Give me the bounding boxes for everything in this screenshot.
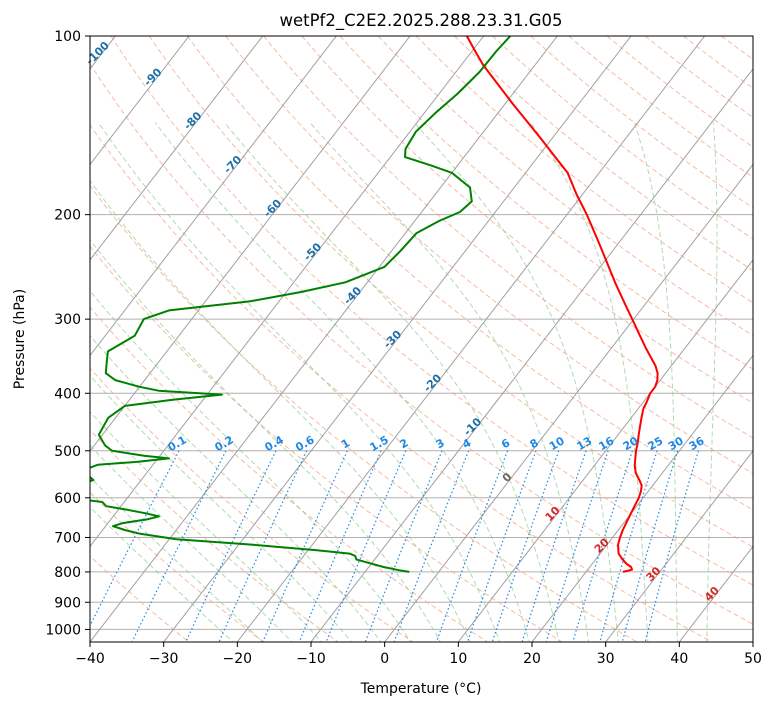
isotherm-line [531, 354, 753, 642]
dewpoint-profile-line [90, 36, 512, 573]
x-tick-label: 0 [380, 651, 389, 667]
mixing-ratio-line [491, 450, 560, 642]
isotherm-line [90, 36, 411, 452]
moist-adiabat-line [90, 506, 234, 642]
moist-adiabat-line [633, 122, 678, 642]
moist-adiabat-line [224, 122, 560, 642]
y-axis-title: Pressure (hPa) [12, 289, 28, 389]
mixing-ratio-line [131, 450, 227, 642]
x-tick-label: 30 [597, 651, 615, 667]
moist-adiabat-line [309, 122, 590, 642]
plot-frame [89, 35, 754, 643]
x-tick-label: 50 [744, 651, 762, 667]
mixing-ratio-line [545, 450, 609, 642]
isotherm-line [605, 450, 753, 642]
isotherm-line [90, 36, 558, 642]
dry-adiabat-line [225, 36, 753, 475]
x-tick-label: 20 [523, 651, 541, 667]
mixing-ratio-line [262, 450, 348, 642]
moist-adiabat-line [706, 122, 718, 642]
y-tick-label: 800 [54, 565, 81, 581]
x-tick-label: −20 [223, 651, 253, 667]
dry-adiabat-line [90, 491, 265, 642]
y-tick-label: 600 [54, 491, 81, 507]
x-tick-label: 40 [670, 651, 688, 667]
isotherm-line [90, 36, 264, 261]
mixing-ratio-line [644, 450, 699, 642]
dry-adiabat-line [90, 62, 753, 625]
dry-adiabat-line [110, 36, 753, 586]
y-tick-label: 900 [54, 595, 81, 611]
y-tick-label: 400 [54, 386, 81, 402]
moist-adiabat-line [98, 122, 501, 642]
mixing-ratio-line [90, 450, 180, 627]
mixing-ratio-line [599, 450, 658, 642]
dry-adiabat-line [90, 184, 639, 642]
isotherm-line [384, 163, 753, 642]
moist-adiabat-line [90, 411, 323, 642]
moist-adiabat-line [90, 290, 412, 642]
moist-adiabat-line [90, 239, 441, 642]
x-axis-ticks: −40 −30 −20 −10 0 10 20 30 40 50 [75, 642, 762, 667]
isotherm-line [90, 36, 485, 548]
dry-adiabat-line [90, 367, 414, 642]
y-axis-ticks: 100 200 300 400 500 600 700 800 900 1000 [45, 29, 90, 638]
dry-adiabat-line [148, 36, 753, 548]
temperature-profile-line [465, 36, 659, 573]
isotherm-line [310, 68, 753, 642]
mixing-ratio-line [521, 450, 587, 642]
moist-adiabat-line [90, 334, 382, 642]
x-tick-label: −10 [296, 651, 326, 667]
chart-title: wetPf2_C2E2.2025.288.23.31.G05 [279, 11, 562, 31]
y-tick-label: 300 [54, 312, 81, 328]
mixing-ratio-lines [90, 450, 699, 642]
moist-adiabat-line [90, 444, 293, 642]
dry-adiabat-line [90, 245, 564, 642]
x-tick-label: −40 [75, 651, 105, 667]
moist-adiabat-line [90, 179, 471, 642]
isotherm-line [90, 36, 190, 166]
y-tick-label: 500 [54, 444, 81, 460]
isotherm-line [236, 36, 706, 642]
isotherm-line [752, 641, 753, 642]
dry-adiabat-line [263, 36, 753, 439]
sounding-profiles [90, 36, 659, 573]
moist-adiabat-line [90, 476, 264, 642]
dry-adiabat-line [760, 36, 775, 644]
x-tick-label: −30 [149, 651, 179, 667]
mixing-ratio-line [466, 450, 537, 642]
moist-adiabat-line [413, 122, 619, 642]
dry-adiabat-line [90, 124, 713, 642]
dry-adiabat-line [90, 306, 489, 642]
y-tick-label: 200 [54, 208, 81, 224]
mixing-ratio-line [185, 450, 277, 642]
y-tick-label: 100 [54, 29, 81, 45]
isotherm-line [457, 259, 753, 642]
dry-adiabat-line [186, 36, 753, 511]
dry-adiabat-line [415, 36, 753, 304]
mixing-ratio-line [621, 450, 679, 642]
mixing-ratio-line [325, 450, 407, 642]
moist-adiabat-line [154, 122, 530, 642]
dry-adiabat-line [90, 555, 190, 642]
y-tick-label: 700 [54, 531, 81, 547]
mixing-ratio-line [572, 450, 633, 642]
x-tick-label: 10 [449, 651, 467, 667]
x-axis-title: Temperature (°C) [360, 681, 482, 697]
isotherm-line [90, 36, 337, 357]
mixing-ratio-line [218, 450, 308, 642]
y-tick-label: 1000 [45, 622, 81, 638]
mixing-ratio-line [298, 450, 382, 642]
mixing-ratio-line [435, 450, 509, 642]
